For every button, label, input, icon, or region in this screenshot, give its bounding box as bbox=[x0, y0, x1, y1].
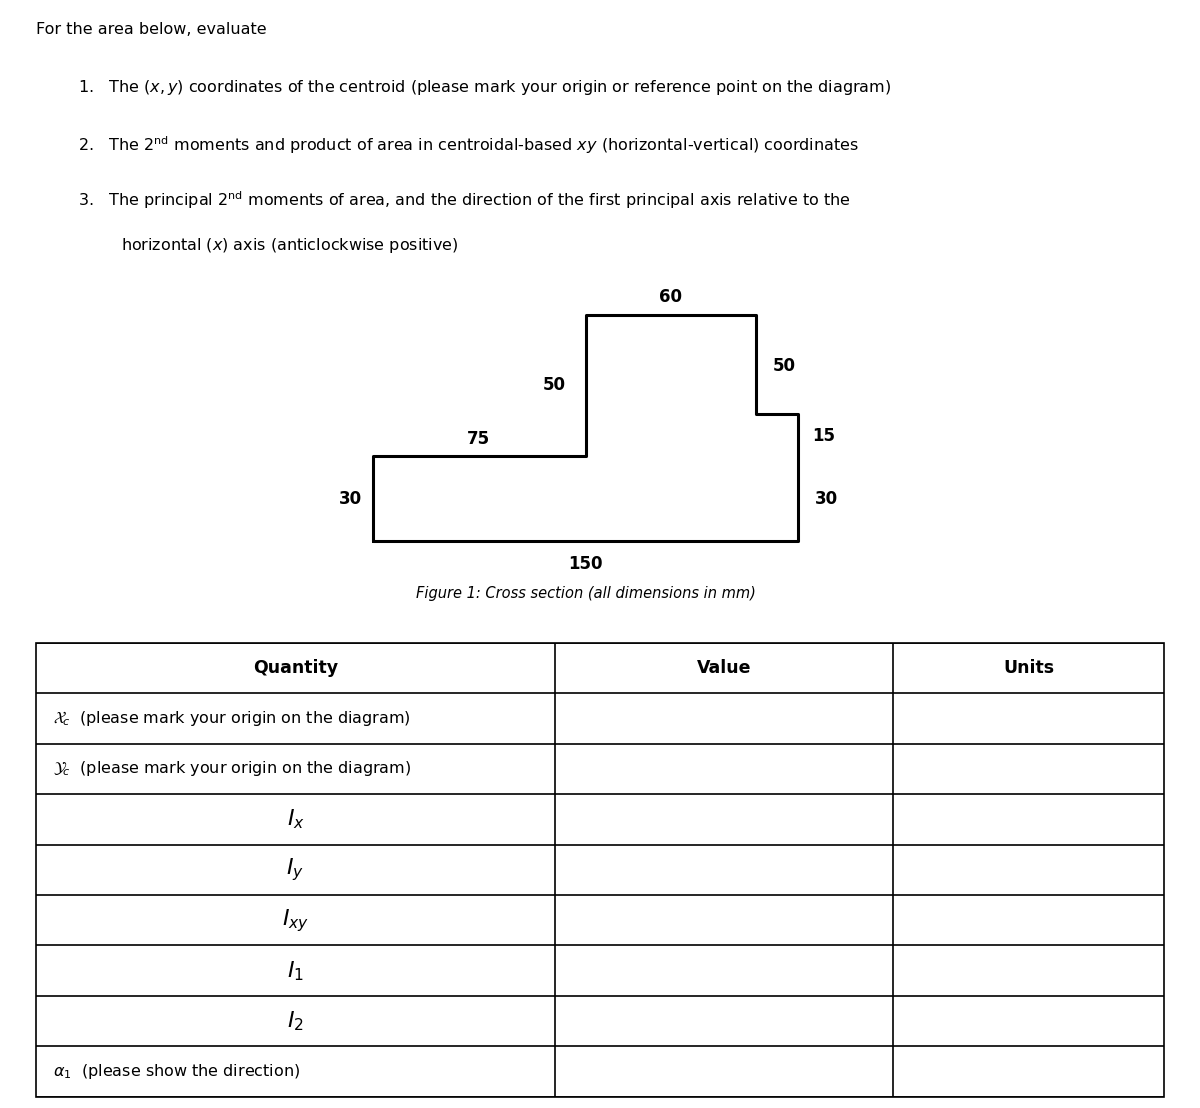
Text: $I_x$: $I_x$ bbox=[287, 808, 305, 831]
Text: 30: 30 bbox=[338, 490, 362, 507]
Text: $\mathcal{X}_{\!c}$  (please mark your origin on the diagram): $\mathcal{X}_{\!c}$ (please mark your or… bbox=[53, 709, 410, 728]
Text: $I_2$: $I_2$ bbox=[287, 1009, 304, 1033]
Text: Figure 1: Cross section (all dimensions in mm): Figure 1: Cross section (all dimensions … bbox=[416, 586, 756, 602]
Text: Quantity: Quantity bbox=[253, 659, 338, 677]
Text: 2.   The 2$^\mathrm{nd}$ moments and product of area in centroidal-based $xy$ (h: 2. The 2$^\mathrm{nd}$ moments and produ… bbox=[78, 134, 859, 155]
Text: $\alpha_1$  (please show the direction): $\alpha_1$ (please show the direction) bbox=[53, 1063, 300, 1081]
Text: 50: 50 bbox=[544, 377, 566, 394]
Text: 50: 50 bbox=[773, 357, 796, 375]
Text: horizontal $(x)$ axis (anticlockwise positive): horizontal $(x)$ axis (anticlockwise pos… bbox=[120, 236, 458, 255]
Text: 1.   The $(x,y)$ coordinates of the centroid (please mark your origin or referen: 1. The $(x,y)$ coordinates of the centro… bbox=[78, 78, 890, 98]
Text: $\mathcal{Y}_{\!c}$  (please mark your origin on the diagram): $\mathcal{Y}_{\!c}$ (please mark your or… bbox=[53, 759, 412, 778]
Text: $I_{xy}$: $I_{xy}$ bbox=[282, 906, 310, 934]
Text: $I_1$: $I_1$ bbox=[287, 958, 304, 983]
Text: 150: 150 bbox=[569, 555, 604, 573]
Text: $I_y$: $I_y$ bbox=[287, 856, 305, 883]
Text: 15: 15 bbox=[812, 428, 835, 445]
Text: 3.   The principal 2$^\mathrm{nd}$ moments of area, and the direction of the fir: 3. The principal 2$^\mathrm{nd}$ moments… bbox=[78, 189, 851, 212]
Text: For the area below, evaluate: For the area below, evaluate bbox=[36, 22, 266, 38]
Text: 60: 60 bbox=[659, 288, 683, 306]
Text: 75: 75 bbox=[467, 430, 490, 448]
Text: Value: Value bbox=[697, 659, 751, 677]
Text: Units: Units bbox=[1003, 659, 1055, 677]
Text: 30: 30 bbox=[815, 490, 839, 507]
